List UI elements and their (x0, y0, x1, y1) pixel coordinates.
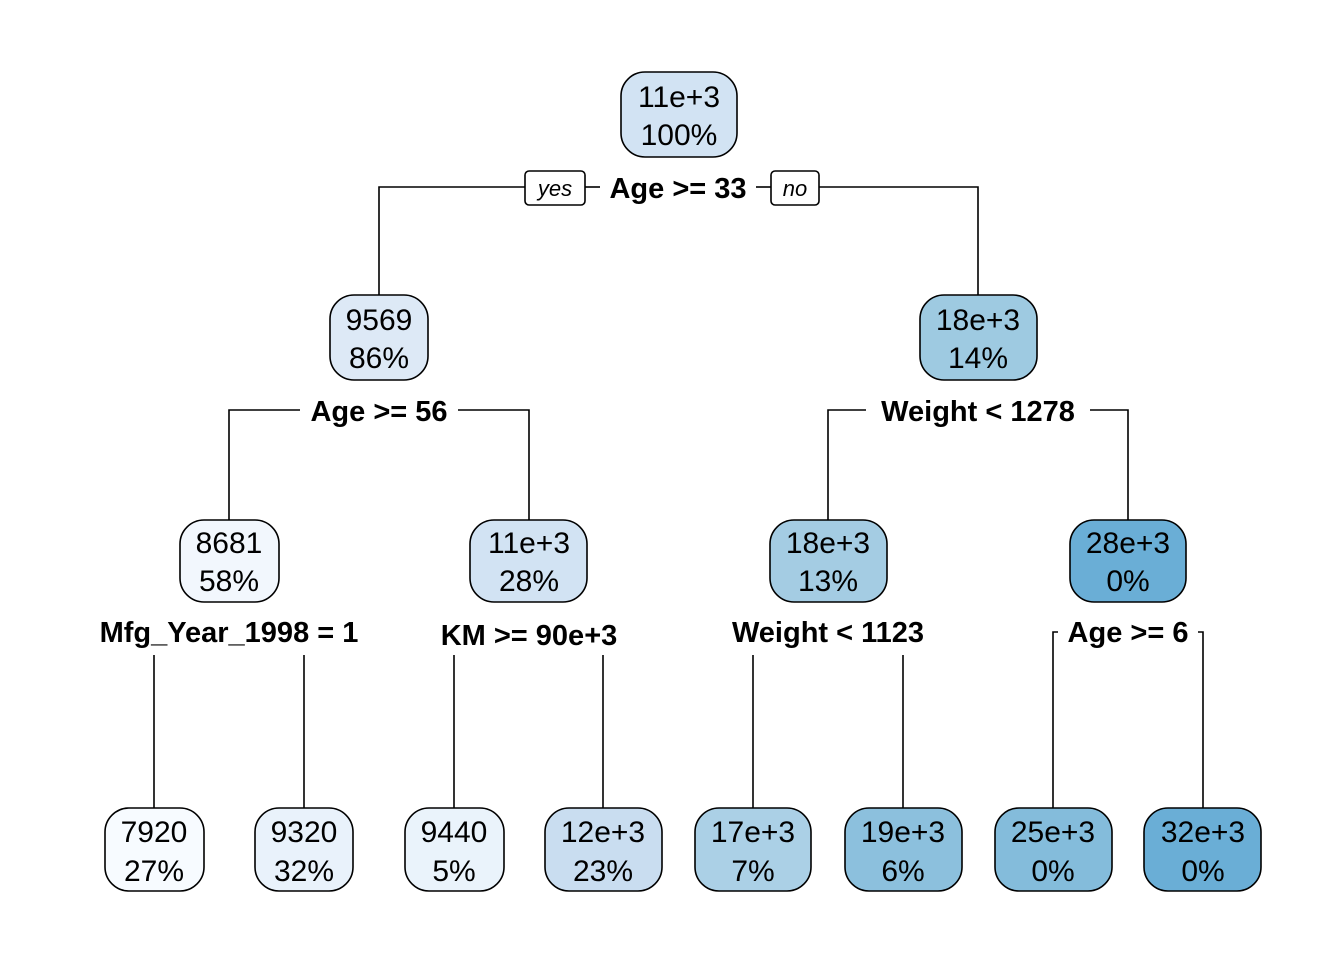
node-ll-box (179, 519, 280, 603)
leaf-5-pct: 7% (731, 855, 774, 888)
leaf-1-pct: 27% (124, 855, 184, 888)
leaf-4-box (544, 807, 663, 892)
split-rl: Weight < 1123 (732, 617, 924, 649)
leaf-8-box (1143, 807, 1262, 892)
split-right: Weight < 1278 (881, 396, 1075, 428)
leaf-3-pct: 5% (432, 855, 475, 888)
node-ll-value: 8681 (196, 527, 263, 560)
node-lr: 11e+3 28% (469, 519, 588, 603)
node-right-box (919, 294, 1038, 381)
split-ll: Mfg_Year_1998 = 1 (100, 617, 359, 649)
node-left-box (329, 294, 429, 381)
node-right-value: 18e+3 (936, 304, 1020, 337)
split-rr: Age >= 6 (1068, 617, 1189, 649)
leaf-6: 19e+3 6% (844, 807, 963, 892)
leaf-3-box (404, 807, 505, 892)
leaf-2: 9320 32% (254, 807, 354, 892)
split-labels: Age >= 33 Age >= 56 Weight < 1278 Mfg_Ye… (100, 168, 1189, 652)
edge-root-right (818, 186, 979, 295)
leaf-8-value: 32e+3 (1161, 816, 1245, 849)
leaf-7: 25e+3 0% (994, 807, 1113, 892)
leaf-5-value: 17e+3 (711, 816, 795, 849)
tree-edges (153, 186, 1204, 808)
node-lr-pct: 28% (499, 565, 559, 598)
leaf-2-value: 9320 (271, 816, 338, 849)
node-lr-value: 11e+3 (488, 527, 570, 560)
node-root-value: 11e+3 (638, 81, 720, 114)
branch-yes-label: yes (536, 176, 572, 201)
node-root-pct: 100% (641, 119, 718, 152)
node-rr-box (1069, 519, 1187, 603)
leaf-1: 7920 27% (104, 807, 205, 892)
node-lr-box (469, 519, 588, 603)
leaf-8-pct: 0% (1181, 855, 1224, 888)
edge-left-lr (458, 409, 530, 520)
leaf-7-box (994, 807, 1113, 892)
branch-no-tag: no (770, 170, 820, 206)
split-root: Age >= 33 (609, 173, 746, 205)
branch-yes-tag: yes (524, 170, 586, 206)
node-root-box (620, 71, 738, 158)
edge-left-ll (228, 409, 300, 520)
leaf-4-pct: 23% (573, 855, 633, 888)
node-rr: 28e+3 0% (1069, 519, 1187, 603)
node-ll: 8681 58% (179, 519, 280, 603)
edge-right-rl (827, 409, 866, 520)
leaf-3: 9440 5% (404, 807, 505, 892)
node-rl-value: 18e+3 (786, 527, 870, 560)
node-right: 18e+3 14% (919, 294, 1038, 381)
node-rl: 18e+3 13% (769, 519, 888, 603)
leaf-2-box (254, 807, 354, 892)
node-rl-pct: 13% (798, 565, 858, 598)
node-left: 9569 86% (329, 294, 429, 381)
edge-rr-leaf7 (1052, 631, 1058, 808)
leaf-6-box (844, 807, 963, 892)
leaf-3-value: 9440 (421, 816, 488, 849)
leaf-4: 12e+3 23% (544, 807, 663, 892)
leaf-1-value: 7920 (121, 816, 188, 849)
split-lr: KM >= 90e+3 (441, 620, 618, 652)
leaf-5-box (694, 807, 812, 892)
node-right-pct: 14% (948, 342, 1008, 375)
edge-rr-leaf8 (1198, 631, 1204, 808)
leaf-1-box (104, 807, 205, 892)
leaf-7-pct: 0% (1031, 855, 1074, 888)
edge-root-left (378, 186, 525, 295)
node-rl-box (769, 519, 888, 603)
leaf-8: 32e+3 0% (1143, 807, 1262, 892)
leaf-7-value: 25e+3 (1011, 816, 1095, 849)
branch-no-label: no (783, 176, 807, 201)
leaf-5: 17e+3 7% (694, 807, 812, 892)
split-left: Age >= 56 (310, 396, 447, 428)
leaf-6-value: 19e+3 (861, 816, 945, 849)
node-left-value: 9569 (346, 304, 413, 337)
node-left-pct: 86% (349, 342, 409, 375)
leaf-2-pct: 32% (274, 855, 334, 888)
node-rr-value: 28e+3 (1086, 527, 1170, 560)
leaf-6-pct: 6% (881, 855, 924, 888)
node-root: 11e+3 100% (620, 71, 738, 158)
edge-right-rr (1090, 409, 1129, 520)
node-rr-pct: 0% (1106, 565, 1149, 598)
leaf-4-value: 12e+3 (561, 816, 645, 849)
node-ll-pct: 58% (199, 565, 259, 598)
